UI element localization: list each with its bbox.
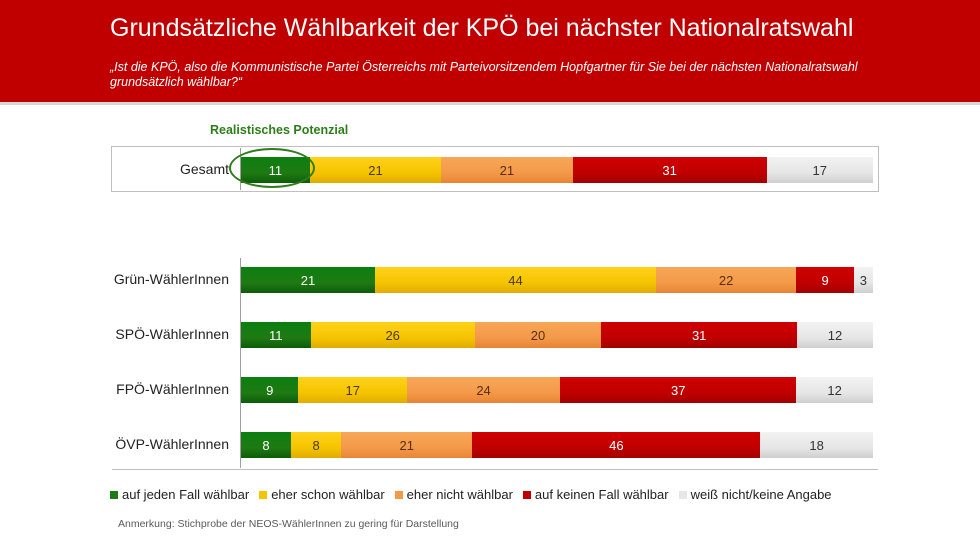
legend-item: auf keinen Fall wählbar bbox=[522, 487, 669, 502]
legend-label: auf jeden Fall wählbar bbox=[122, 487, 250, 502]
legend-swatch bbox=[678, 490, 687, 499]
bar-segment: 31 bbox=[601, 322, 798, 348]
potential-highlight-ellipse bbox=[229, 148, 315, 188]
legend: auf jeden Fall wählbar eher schon wählbar… bbox=[110, 487, 842, 502]
bar-segment: 18 bbox=[760, 432, 873, 458]
header-divider bbox=[0, 102, 980, 105]
category-label: ÖVP-WählerInnen bbox=[115, 436, 229, 452]
bar-row: 11 21 21 31 17 bbox=[241, 157, 873, 183]
bar-segment: 12 bbox=[796, 377, 873, 403]
survey-question: „Ist die KPÖ, also die Kommunistische Pa… bbox=[110, 60, 858, 89]
bar-row: 21 44 22 9 3 bbox=[241, 267, 873, 293]
bar-row: 9 17 24 37 12 bbox=[241, 377, 873, 403]
bar-segment: 31 bbox=[572, 157, 767, 183]
bar-segment: 22 bbox=[655, 267, 797, 293]
bar-segment: 17 bbox=[766, 157, 873, 183]
legend-label: eher nicht wählbar bbox=[406, 487, 513, 502]
bar-segment: 21 bbox=[309, 157, 442, 183]
bar-segment: 9 bbox=[241, 377, 299, 403]
realistic-potential-label: Realistisches Potenzial bbox=[210, 123, 349, 137]
legend-swatch bbox=[394, 490, 403, 499]
bar-segment: 20 bbox=[474, 322, 602, 348]
bar-row: 11 26 20 31 12 bbox=[241, 322, 873, 348]
legend-swatch bbox=[259, 490, 268, 499]
bar-segment: 44 bbox=[375, 267, 656, 293]
legend-item: weiß nicht/keine Angabe bbox=[678, 487, 832, 502]
bar-segment: 21 bbox=[341, 432, 473, 458]
category-label: SPÖ-WählerInnen bbox=[115, 326, 229, 342]
bar-segment: 46 bbox=[472, 432, 761, 458]
legend-swatch bbox=[110, 490, 118, 499]
category-label: Gesamt bbox=[179, 161, 229, 177]
page-title: Grundsätzliche Wählbarkeit der KPÖ bei n… bbox=[110, 14, 854, 42]
bar-segment: 24 bbox=[406, 377, 561, 403]
bar-row: 8 8 21 46 18 bbox=[241, 432, 873, 458]
footnote: Anmerkung: Stichprobe der NEOS-WählerInn… bbox=[118, 518, 459, 530]
category-label: Grün-WählerInnen bbox=[113, 271, 229, 287]
legend-item: auf jeden Fall wählbar bbox=[110, 487, 249, 502]
bar-segment: 3 bbox=[853, 267, 873, 293]
legend-item: eher nicht wählbar bbox=[394, 487, 513, 502]
bar-segment: 21 bbox=[441, 157, 573, 183]
bar-segment: 8 bbox=[241, 432, 292, 458]
category-label: FPÖ-WählerInnen bbox=[116, 381, 229, 397]
gesamt-frame bbox=[111, 146, 879, 192]
legend-item: eher schon wählbar bbox=[259, 487, 385, 502]
bar-segment: 17 bbox=[298, 377, 407, 403]
bar-segment: 8 bbox=[291, 432, 342, 458]
bar-segment: 11 bbox=[241, 322, 311, 348]
bar-segment: 9 bbox=[796, 267, 854, 293]
bar-segment: 12 bbox=[797, 322, 873, 348]
legend-label: auf keinen Fall wählbar bbox=[534, 487, 669, 502]
legend-separator bbox=[112, 469, 878, 470]
axis-line-groups bbox=[240, 258, 241, 468]
bar-segment: 37 bbox=[560, 377, 797, 403]
legend-swatch bbox=[522, 490, 531, 499]
header-banner: Grundsätzliche Wählbarkeit der KPÖ bei n… bbox=[0, 0, 980, 102]
legend-label: eher schon wählbar bbox=[271, 487, 385, 502]
bar-segment: 26 bbox=[310, 322, 475, 348]
legend-label: weiß nicht/keine Angabe bbox=[690, 487, 832, 502]
bar-segment: 21 bbox=[241, 267, 376, 293]
